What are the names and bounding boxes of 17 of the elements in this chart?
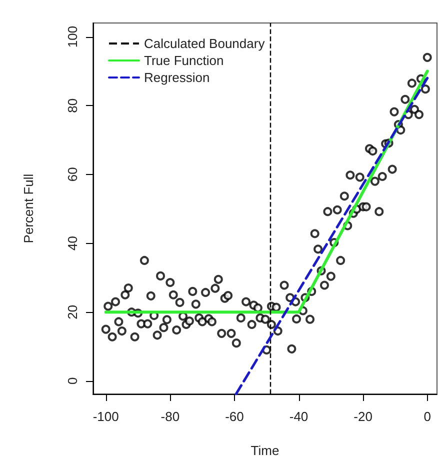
x-tick-label: -100 (92, 409, 119, 424)
ref-line-label: Calculated Boundary (144, 36, 266, 51)
x-tick-label: -80 (160, 409, 180, 424)
y-tick-label: 20 (65, 304, 80, 320)
y-axis-title: Percent Full (21, 174, 36, 244)
x-tick-label: -20 (354, 409, 372, 424)
legend-label: True Function (144, 53, 224, 68)
y-tick-label: 0 (65, 377, 80, 385)
legend-label: Regression (144, 70, 210, 85)
y-tick-label: 40 (65, 236, 80, 250)
x-tick-label: -40 (289, 409, 308, 424)
x-axis-title: Time (250, 443, 280, 458)
x-tick-label: 0 (424, 409, 431, 424)
y-tick-label: 80 (65, 98, 80, 113)
x-tick-label: -60 (225, 409, 244, 424)
y-tick-label: 100 (65, 26, 80, 48)
y-tick-label: 60 (65, 167, 80, 182)
